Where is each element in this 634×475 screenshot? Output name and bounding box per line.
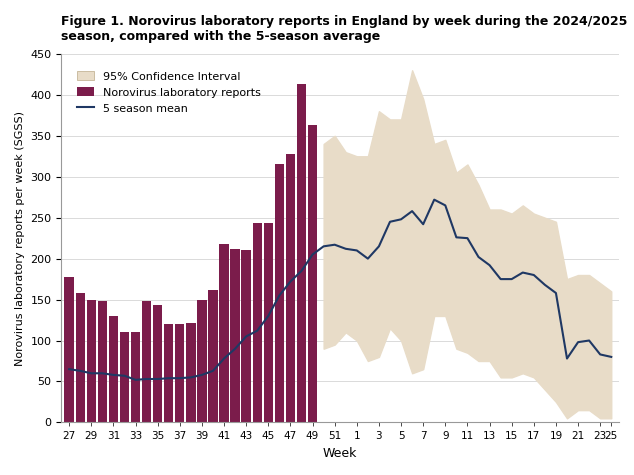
Bar [131, 332, 140, 422]
Bar [219, 244, 229, 422]
Bar [175, 324, 184, 422]
Bar [264, 223, 273, 422]
Legend: 95% Confidence Interval, Norovirus laboratory reports, 5 season mean: 95% Confidence Interval, Norovirus labor… [72, 67, 265, 118]
Bar [164, 324, 174, 422]
Bar [120, 332, 129, 422]
Bar [108, 316, 118, 422]
Bar [142, 301, 152, 422]
Bar [242, 250, 251, 422]
Bar [297, 84, 306, 422]
Bar [197, 300, 207, 422]
Bar [275, 163, 284, 422]
Bar [186, 323, 195, 422]
Bar [153, 305, 162, 422]
Bar [252, 223, 262, 422]
Text: Figure 1. Norovirus laboratory reports in England by week during the 2024/2025
s: Figure 1. Norovirus laboratory reports i… [61, 15, 628, 43]
Bar [308, 125, 317, 422]
X-axis label: Week: Week [323, 447, 358, 460]
Bar [75, 293, 85, 422]
Y-axis label: Norovirus laboratory reports per week (SGSS): Norovirus laboratory reports per week (S… [15, 111, 25, 366]
Bar [98, 301, 107, 422]
Bar [87, 300, 96, 422]
Bar [230, 249, 240, 422]
Bar [65, 276, 74, 422]
Bar [209, 290, 217, 422]
Bar [286, 154, 295, 422]
